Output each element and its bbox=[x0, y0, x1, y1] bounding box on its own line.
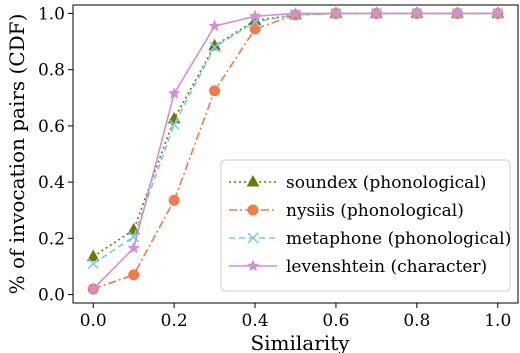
data-point bbox=[249, 23, 261, 35]
plot-area-frame bbox=[72, 4, 519, 304]
data-point bbox=[248, 9, 262, 22]
data-point bbox=[208, 19, 221, 32]
legend: soundex (phonological) nysiis (phonologic… bbox=[220, 159, 511, 292]
legend-marker bbox=[247, 232, 259, 244]
series-star bbox=[86, 6, 505, 295]
data-point bbox=[168, 194, 180, 206]
legend-marker bbox=[247, 204, 259, 216]
data-point bbox=[87, 258, 99, 270]
x-axis-ticks: 0.0 0.2 0.4 0.6 0.8 1.0 bbox=[80, 303, 511, 331]
data-point bbox=[167, 86, 181, 99]
legend-marker bbox=[246, 259, 260, 272]
y-axis-label: % of invocation pairs (CDF) bbox=[5, 14, 29, 295]
y-tick-label: 1.0 bbox=[38, 4, 65, 24]
data-point bbox=[128, 269, 140, 281]
data-point-stroke bbox=[209, 41, 221, 53]
x-tick-label: 0.2 bbox=[161, 311, 188, 331]
y-tick-label: 0.4 bbox=[38, 173, 65, 193]
data-point bbox=[289, 6, 302, 19]
x-tick-label: 1.0 bbox=[484, 311, 511, 331]
legend-items: soundex (phonological) nysiis (phonologic… bbox=[229, 173, 511, 277]
x-tick-label: 0.0 bbox=[80, 311, 107, 331]
legend-box bbox=[220, 159, 511, 292]
data-point bbox=[450, 6, 464, 19]
legend-marker-stroke bbox=[247, 232, 259, 244]
y-tick-label: 0.6 bbox=[38, 117, 65, 137]
data-point-stroke bbox=[249, 16, 261, 28]
x-axis-label: Similarity bbox=[250, 331, 350, 353]
data-point bbox=[168, 118, 180, 131]
data-point bbox=[86, 282, 100, 295]
legend-label: metaphone (phonological) bbox=[286, 229, 511, 249]
legend-item: soundex (phonological) bbox=[229, 173, 486, 193]
data-point bbox=[209, 41, 221, 53]
legend-marker bbox=[246, 174, 260, 187]
legend-label: levenshtein (character) bbox=[286, 257, 487, 277]
data-point bbox=[127, 241, 141, 254]
legend-label: soundex (phonological) bbox=[286, 173, 486, 193]
x-tick-label: 0.6 bbox=[322, 311, 349, 331]
x-tick-label: 0.8 bbox=[403, 311, 430, 331]
data-point bbox=[491, 6, 505, 19]
legend-label: nysiis (phonological) bbox=[286, 201, 464, 221]
legend-item: levenshtein (character) bbox=[229, 257, 487, 277]
data-point bbox=[410, 6, 424, 19]
legend-item: metaphone (phonological) bbox=[229, 229, 511, 249]
legend-item: nysiis (phonological) bbox=[229, 201, 464, 221]
data-point-stroke bbox=[87, 258, 99, 270]
series-layer bbox=[86, 6, 505, 295]
data-point-stroke bbox=[168, 118, 180, 131]
y-tick-label: 0.8 bbox=[38, 61, 65, 81]
data-point bbox=[329, 6, 343, 19]
y-tick-label: 0.0 bbox=[38, 286, 65, 306]
y-tick-label: 0.2 bbox=[38, 229, 65, 249]
data-point bbox=[249, 16, 261, 28]
x-tick-label: 0.4 bbox=[242, 311, 269, 331]
data-point bbox=[370, 6, 383, 19]
y-axis-ticks: 0.0 0.2 0.4 0.6 0.8 1.0 bbox=[38, 4, 73, 306]
data-point bbox=[86, 249, 100, 262]
data-point bbox=[209, 85, 221, 97]
